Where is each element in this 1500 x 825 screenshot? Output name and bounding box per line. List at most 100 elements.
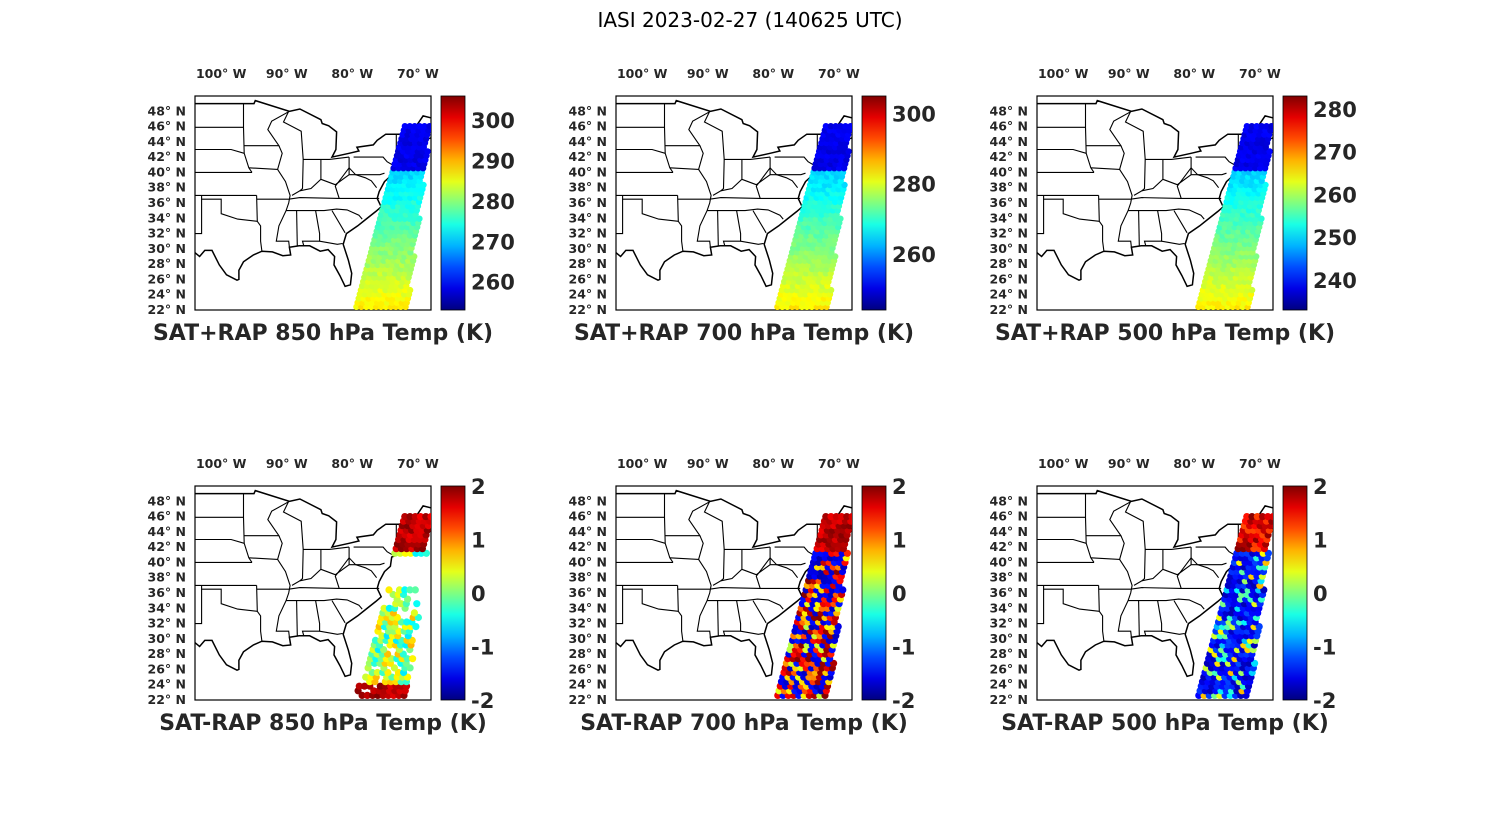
lat-tick-label: 38° N [569, 570, 607, 585]
lat-tick-label: 32° N [990, 226, 1028, 241]
panel-label: SAT-RAP 700 hPa Temp (K) [580, 711, 908, 736]
lon-tick-label: 70° W [818, 456, 860, 471]
state-boundary [1086, 500, 1132, 537]
state-boundary [770, 562, 806, 566]
colorbar [861, 95, 887, 311]
state-boundary [703, 501, 725, 550]
figure-title: IASI 2023-02-27 (140625 UTC) [597, 8, 903, 32]
lon-tick-label: 80° W [331, 456, 373, 471]
state-boundary [256, 195, 263, 252]
state-boundary [1191, 562, 1227, 566]
lat-tick-label: 22° N [148, 302, 186, 317]
lat-tick-label: 24° N [569, 287, 607, 302]
colorbar-tick-label: 270 [1313, 141, 1357, 165]
state-boundary [707, 208, 784, 220]
state-boundary [1133, 159, 1164, 196]
map-panel-sat-rap-500: 100° W 90° W 80° W 70° W 48° N 46° N 44° N 42° … [947, 46, 1367, 356]
lat-tick-label: 40° N [990, 554, 1028, 569]
state-boundary [677, 587, 801, 590]
lat-tick-label: 32° N [569, 616, 607, 631]
state-boundary [1090, 535, 1125, 560]
state-boundary [1037, 589, 1045, 625]
state-boundary [712, 159, 743, 196]
lon-tick-label: 100° W [196, 456, 247, 471]
lat-tick-label: 34° N [990, 600, 1028, 615]
lat-tick-label: 30° N [990, 631, 1028, 646]
state-boundary [616, 589, 624, 625]
lat-tick-label: 44° N [569, 524, 607, 539]
state-boundary [677, 197, 801, 200]
lon-tick-label: 80° W [752, 66, 794, 81]
state-boundary [291, 549, 322, 586]
lat-tick-label: 36° N [148, 195, 186, 210]
state-boundary [296, 600, 298, 636]
state-boundary [256, 197, 380, 200]
state-boundary [720, 549, 725, 582]
lat-tick-label: 30° N [990, 241, 1028, 256]
lon-tick-label: 70° W [397, 456, 439, 471]
observation-dots [1195, 123, 1273, 310]
state-boundary [1143, 210, 1163, 246]
state-boundary [282, 501, 304, 550]
lon-tick-label: 70° W [1239, 456, 1281, 471]
lat-tick-label: 30° N [148, 241, 186, 256]
lat-tick-label: 30° N [569, 241, 607, 256]
state-boundary [1098, 585, 1105, 642]
lon-tick-label: 100° W [196, 66, 247, 81]
lat-tick-label: 32° N [569, 226, 607, 241]
lat-tick-label: 32° N [990, 616, 1028, 631]
state-boundary [195, 589, 203, 625]
colorbar-tick-label: -1 [471, 636, 494, 660]
state-boundary [334, 556, 378, 589]
observation-dots [354, 513, 431, 699]
state-boundary [299, 159, 304, 192]
lat-tick-label: 36° N [569, 195, 607, 210]
lat-tick-label: 22° N [148, 692, 186, 707]
lat-tick-label: 28° N [990, 256, 1028, 271]
colorbar-tick-label: 260 [471, 271, 515, 295]
lat-tick-label: 36° N [990, 195, 1028, 210]
state-boundary [282, 111, 304, 160]
lat-tick-label: 30° N [569, 631, 607, 646]
colorbar-tick-label: 2 [892, 475, 907, 499]
state-boundary [320, 547, 350, 576]
lat-tick-label: 38° N [148, 180, 186, 195]
colorbar-tick-label: 240 [1313, 269, 1357, 293]
lat-tick-label: 28° N [148, 256, 186, 271]
panel-label: SAT-RAP 500 hPa Temp (K) [1001, 711, 1329, 736]
state-boundary [319, 240, 343, 245]
lat-tick-label: 46° N [148, 509, 186, 524]
state-boundary [349, 562, 385, 566]
colorbar [440, 485, 466, 701]
colorbar-tick-label: 290 [471, 150, 515, 174]
map-panel-sat-minus-rap-850: 100° W 90° W 80° W 70° W 48° N 46° N 44° N 42° … [105, 436, 525, 746]
colorbar-tick-label: 300 [892, 103, 936, 127]
map-svg: 100° W 90° W 80° W 70° W 48° N46° N44° N42° … [569, 456, 916, 736]
lat-tick-label: 24° N [569, 677, 607, 692]
state-boundary [299, 549, 304, 582]
lon-tick-label: 100° W [617, 66, 668, 81]
state-boundary [696, 169, 712, 248]
lat-tick-label: 36° N [990, 585, 1028, 600]
lat-tick-label: 34° N [569, 600, 607, 615]
lon-tick-label: 100° W [1038, 456, 1089, 471]
state-boundary [1098, 195, 1105, 252]
state-boundary [244, 500, 290, 537]
colorbar-tick-label: 280 [1313, 98, 1357, 122]
state-boundary [303, 156, 350, 160]
lat-tick-label: 48° N [990, 493, 1028, 508]
state-boundary [696, 559, 712, 638]
lat-tick-label: 42° N [569, 539, 607, 554]
lat-tick-label: 44° N [148, 134, 186, 149]
lon-tick-label: 80° W [1173, 456, 1215, 471]
state-boundary [755, 556, 799, 589]
state-boundary [707, 598, 784, 610]
state-boundary [320, 157, 350, 186]
lat-tick-label: 26° N [990, 661, 1028, 676]
lat-tick-label: 24° N [148, 677, 186, 692]
colorbar [1282, 95, 1308, 311]
state-boundary [1173, 600, 1188, 624]
colorbar-tick-label: 260 [1313, 183, 1357, 207]
state-boundary [703, 111, 725, 160]
lat-tick-label: 38° N [990, 570, 1028, 585]
